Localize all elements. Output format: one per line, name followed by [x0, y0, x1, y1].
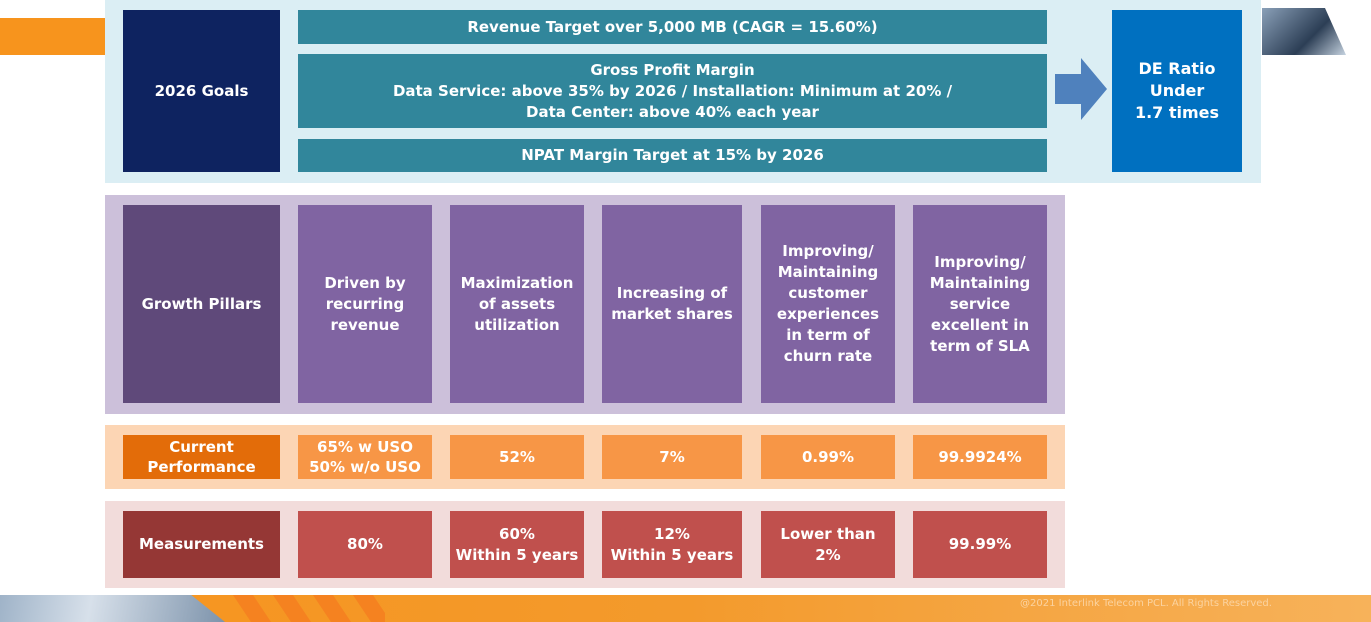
measurement: 99.99% — [913, 511, 1047, 578]
footer-stripes — [225, 595, 385, 622]
de-ratio: DE Ratio Under 1.7 times — [1112, 10, 1242, 172]
performance-value: 0.99% — [761, 435, 895, 479]
pillars-label: Growth Pillars — [123, 205, 280, 403]
copyright: @2021 Interlink Telecom PCL. All Rights … — [1020, 598, 1320, 609]
goals-label: 2026 Goals — [123, 10, 280, 172]
performance-value: 52% — [450, 435, 584, 479]
measurement: 12% Within 5 years — [602, 511, 742, 578]
arrow — [1055, 58, 1107, 120]
measurements-label: Measurements — [123, 511, 280, 578]
target: Gross Profit Margin Data Service: above … — [298, 54, 1047, 128]
performance-value: 99.9924% — [913, 435, 1047, 479]
pillar: Increasing of market shares — [602, 205, 742, 403]
pillar: Driven by recurring revenue — [298, 205, 432, 403]
target: NPAT Margin Target at 15% by 2026 — [298, 139, 1047, 172]
orange-band — [0, 18, 106, 55]
measurement: Lower than 2% — [761, 511, 895, 578]
corner-image — [1262, 8, 1346, 55]
pillar: Maximization of assets utilization — [450, 205, 584, 403]
pillar: Improving/ Maintaining service excellent… — [913, 205, 1047, 403]
measurement: 80% — [298, 511, 432, 578]
footer-image — [0, 595, 225, 622]
performance-value: 65% w USO 50% w/o USO — [298, 435, 432, 479]
pillar: Improving/ Maintaining customer experien… — [761, 205, 895, 403]
target: Revenue Target over 5,000 MB (CAGR = 15.… — [298, 10, 1047, 44]
performance-value: 7% — [602, 435, 742, 479]
measurement: 60% Within 5 years — [450, 511, 584, 578]
slide: 2026 Goals Revenue Target over 5,000 MB … — [0, 0, 1371, 622]
performance-label: Current Performance — [123, 435, 280, 479]
